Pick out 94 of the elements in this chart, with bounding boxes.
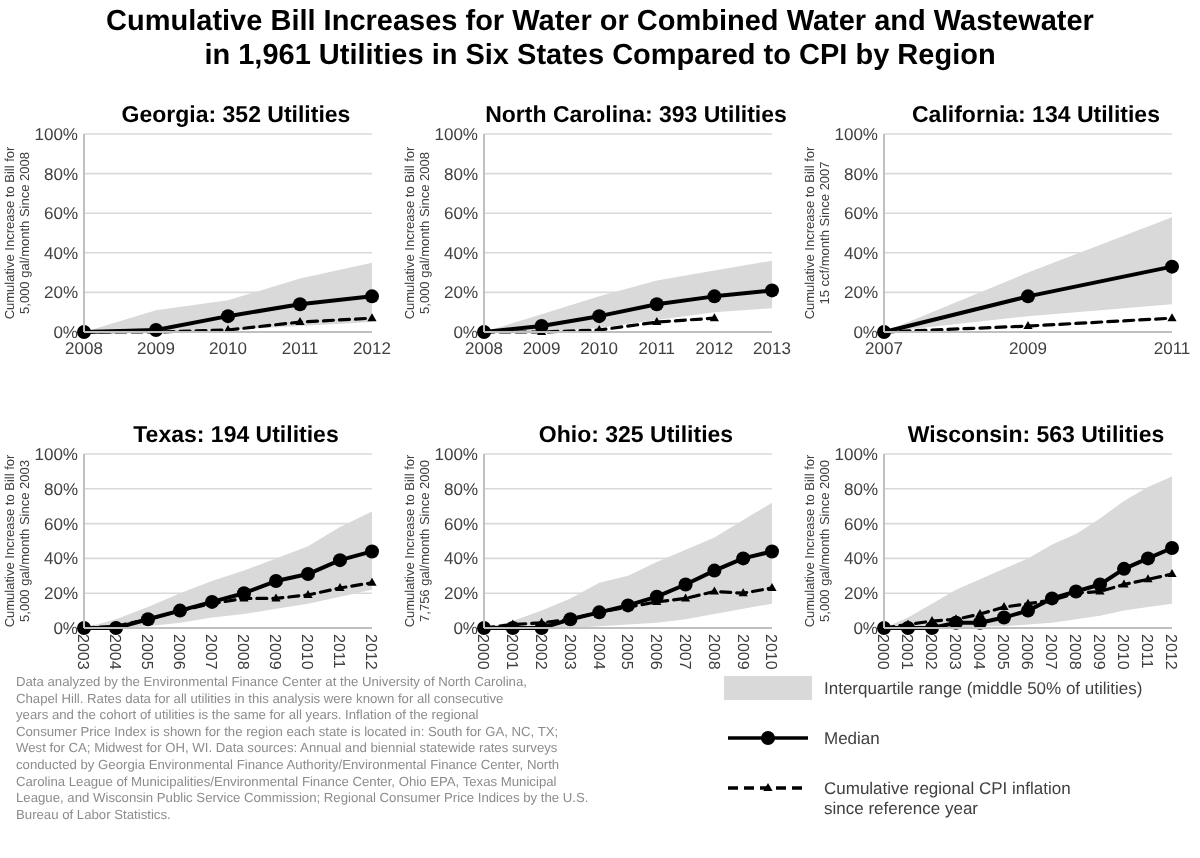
x-tick-label: 2004: [970, 634, 989, 671]
y-tick-label: 80%: [43, 163, 79, 184]
chart-title: Georgia: 352 Utilities: [121, 104, 351, 128]
y-tick-label: 0%: [453, 321, 479, 342]
y-tick-label: 100%: [34, 123, 79, 144]
y-tick-label: 100%: [434, 123, 479, 144]
y-tick-label: 0%: [453, 617, 479, 638]
x-tick-label: 2008: [65, 338, 104, 358]
y-tick-label: 40%: [443, 548, 479, 569]
y-tick-label: 80%: [843, 163, 879, 184]
x-tick-label: 2010: [762, 634, 781, 671]
x-tick-label: 2009: [522, 338, 562, 358]
y-tick-label: 0%: [53, 321, 79, 342]
y-tick-label: 60%: [443, 513, 479, 534]
x-tick-label: 2011: [330, 634, 349, 670]
y-tick-label: 40%: [843, 242, 879, 263]
x-tick-label: 2007: [676, 634, 694, 671]
x-tick-label: 2012: [353, 338, 392, 358]
y-tick-label: 80%: [43, 478, 79, 499]
y-tick-label: 60%: [843, 203, 879, 224]
y-tick-label: 80%: [443, 478, 479, 499]
x-tick-label: 2007: [865, 338, 904, 358]
chart-title: Wisconsin: 563 Utilities: [907, 424, 1165, 448]
x-tick-label: 2005: [138, 634, 157, 671]
y-tick-label: 60%: [43, 513, 79, 534]
x-tick-label: 2002: [532, 634, 550, 671]
x-tick-label: 2007: [202, 634, 221, 671]
y-tick-label: 20%: [843, 583, 879, 604]
x-tick-label: 2003: [560, 634, 579, 671]
y-tick-label: 40%: [43, 242, 79, 263]
x-tick-label: 2010: [209, 338, 248, 358]
chart-title: Ohio: 325 Utilities: [538, 424, 734, 448]
y-tick-label: 0%: [853, 321, 879, 342]
y-tick-label: 60%: [843, 513, 879, 534]
x-tick-label: 2001: [898, 634, 917, 671]
x-tick-label: 2006: [170, 634, 189, 671]
y-tick-label: 60%: [443, 203, 479, 224]
y-tick-label: 20%: [443, 583, 479, 604]
y-tick-label: 20%: [43, 282, 79, 303]
x-tick-label: 2009: [266, 634, 285, 671]
x-tick-label: 2009: [137, 338, 176, 358]
x-tick-label: 2007: [1042, 634, 1061, 671]
y-tick-label: 40%: [43, 548, 79, 569]
x-tick-label: 2009: [1090, 634, 1109, 671]
x-tick-label: 2011: [281, 338, 319, 358]
x-tick-label: 2001: [503, 634, 522, 671]
y-tick-label: 100%: [434, 443, 479, 464]
chart-title: Texas: 194 Utilities: [133, 424, 339, 448]
x-tick-label: 2008: [1066, 634, 1085, 671]
x-tick-label: 2006: [647, 634, 666, 671]
x-tick-label: 2005: [994, 634, 1013, 671]
x-tick-label: 2011: [1138, 634, 1157, 670]
y-tick-label: 60%: [43, 203, 79, 224]
y-tick-label: 80%: [843, 478, 879, 499]
x-tick-label: 2000: [874, 634, 893, 671]
x-tick-label: 2000: [474, 634, 493, 671]
y-tick-label: 40%: [443, 242, 479, 263]
text: Cumulative Bill Increases for Water or Combined Water and Wastewater in 1,961 Utilities in Six States Compared to CPI by Region: [106, 6, 1095, 72]
x-tick-label: 2002: [922, 634, 941, 671]
x-tick-label: 2011: [638, 338, 676, 358]
x-tick-label: 2006: [1018, 634, 1037, 671]
x-tick-label: 2012: [695, 338, 734, 358]
x-tick-label: 2012: [1162, 634, 1181, 671]
x-tick-label: 2009: [1009, 338, 1048, 358]
text: Interquartile range (middle 50% of utilities): [824, 677, 1143, 698]
x-tick-label: 2009: [733, 634, 752, 671]
x-tick-label: 2008: [465, 338, 504, 358]
x-tick-label: 2003: [74, 634, 93, 671]
x-tick-label: 2005: [618, 634, 637, 671]
chart-title: North Carolina: 393 Utilities: [485, 104, 787, 128]
x-tick-label: 2012: [362, 634, 381, 671]
y-tick-label: 20%: [843, 282, 879, 303]
x-tick-label: 2004: [589, 634, 608, 671]
y-tick-label: 100%: [834, 123, 879, 144]
x-tick-label: 2010: [298, 634, 317, 671]
x-tick-label: 2010: [580, 338, 619, 358]
x-tick-label: 2013: [753, 338, 792, 358]
x-tick-label: 2004: [106, 634, 125, 671]
y-tick-label: 0%: [853, 617, 879, 638]
y-tick-label: 0%: [53, 617, 79, 638]
legend-label: Cumulative regional CPI inflation since reference year: [824, 777, 1072, 818]
legend-label: Median: [824, 727, 881, 748]
y-tick-label: 40%: [843, 548, 879, 569]
y-tick-label: 80%: [443, 163, 479, 184]
y-tick-label: 100%: [34, 443, 79, 464]
x-tick-label: 2008: [234, 634, 253, 671]
x-tick-label: 2008: [704, 634, 723, 671]
y-tick-label: 100%: [834, 443, 879, 464]
chart-title: California: 134 Utilities: [912, 104, 1160, 128]
y-tick-label: 20%: [43, 583, 79, 604]
x-tick-label: 2010: [1114, 634, 1133, 671]
x-tick-label: 2011: [1153, 338, 1191, 358]
x-tick-label: 2003: [946, 634, 965, 671]
y-tick-label: 20%: [443, 282, 479, 303]
